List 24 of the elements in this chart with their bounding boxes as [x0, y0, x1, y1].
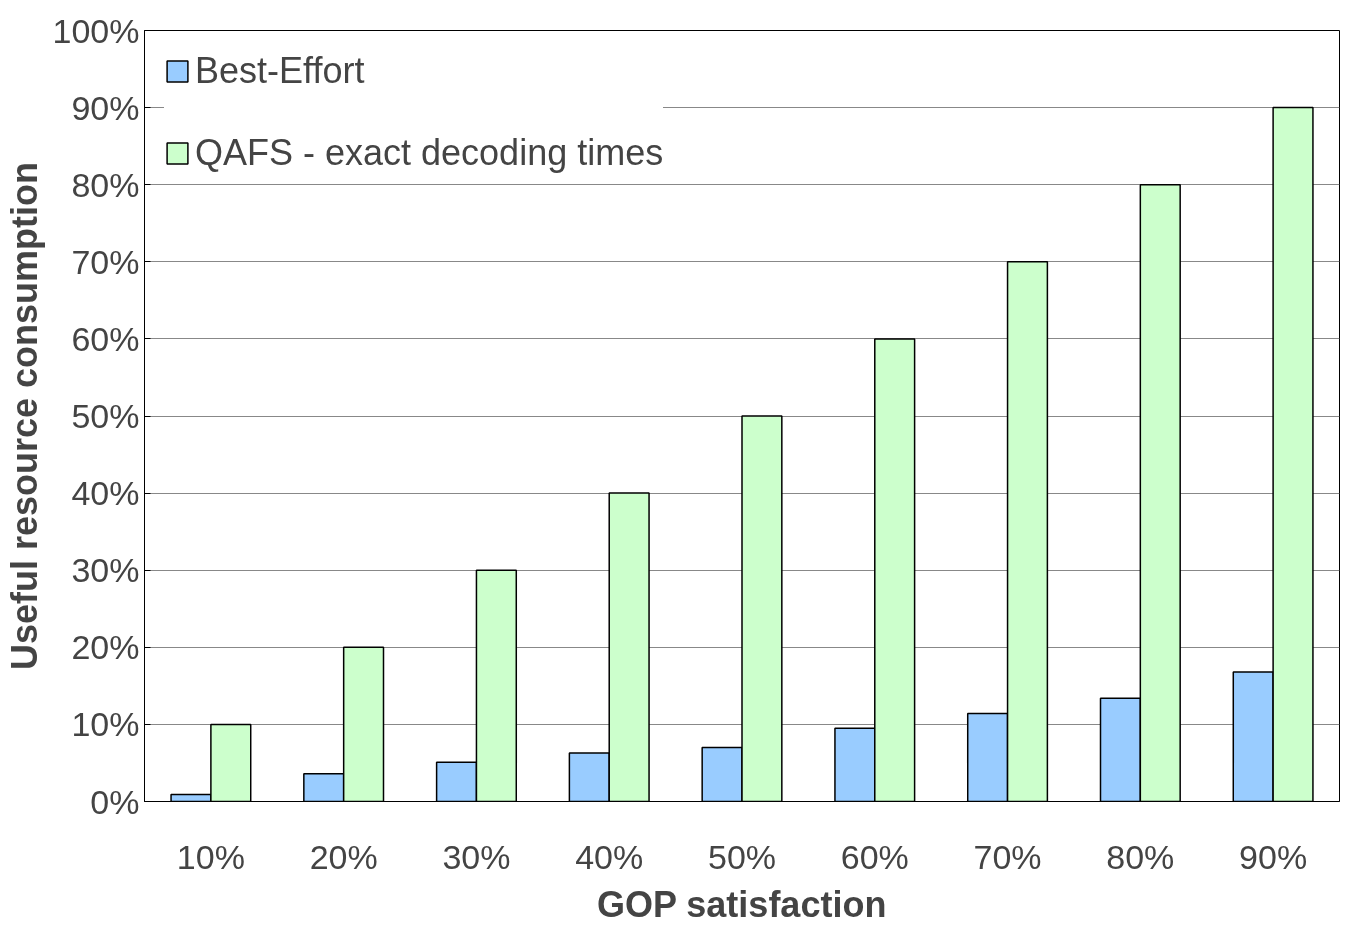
- x-tick-label: 70%: [973, 837, 1042, 876]
- y-tick-label: 70%: [71, 242, 140, 281]
- x-tick-label: 90%: [1239, 837, 1308, 876]
- legend-label: Best-Effort: [195, 50, 365, 92]
- y-tick-label: 80%: [71, 165, 140, 204]
- y-tick-label: 90%: [71, 88, 140, 127]
- y-tick-label: 50%: [71, 397, 140, 435]
- y-tick-label: 30%: [71, 551, 140, 590]
- y-tick-label: 20%: [71, 628, 140, 667]
- x-tick-label: 30%: [442, 837, 511, 876]
- y-tick-label: 0%: [90, 782, 140, 821]
- y-tick-label: 40%: [71, 474, 140, 513]
- legend-label: QAFS - exact decoding times: [195, 132, 664, 174]
- x-tick-label: 10%: [176, 837, 245, 876]
- y-tick-label: 10%: [71, 705, 140, 744]
- x-tick-label: 40%: [575, 837, 644, 876]
- x-tick-label: 80%: [1106, 837, 1175, 876]
- y-tick-label: 60%: [71, 319, 140, 358]
- y-axis-title: Useful resource consumption: [3, 161, 45, 671]
- x-tick-label: 20%: [309, 837, 378, 876]
- x-axis-title: GOP satisfaction: [596, 883, 887, 925]
- x-tick-label: 60%: [840, 837, 909, 876]
- x-tick-label: 50%: [707, 837, 777, 876]
- y-tick-label: 100%: [52, 11, 140, 50]
